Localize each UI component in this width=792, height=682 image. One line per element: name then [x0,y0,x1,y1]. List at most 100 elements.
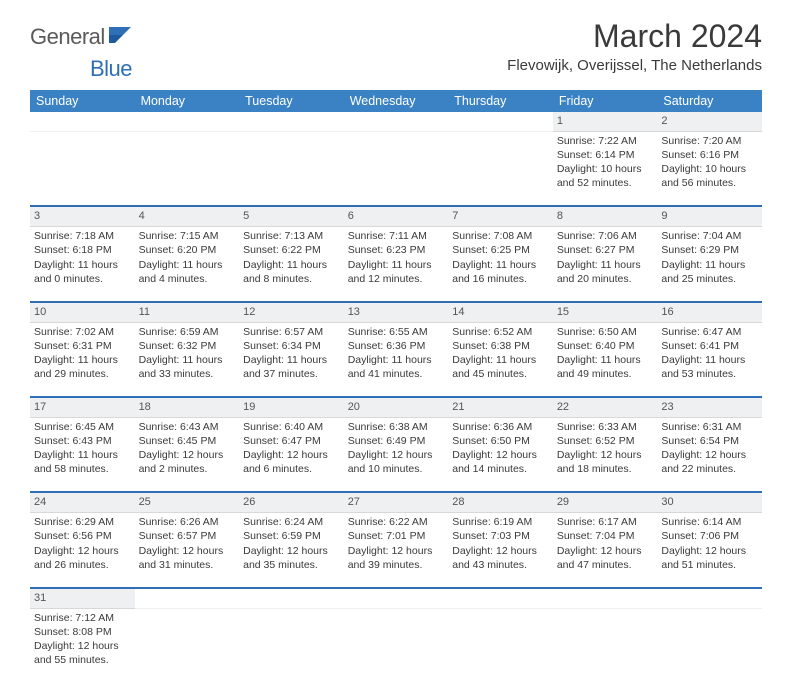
day-number: 16 [657,302,762,322]
sunrise-line: Sunrise: 7:18 AM [34,229,131,243]
daylight-line: Daylight: 11 hours and 16 minutes. [452,258,549,286]
daylight-line: Daylight: 11 hours and 37 minutes. [243,353,340,381]
sunrise-line: Sunrise: 7:15 AM [139,229,236,243]
sunset-line: Sunset: 6:54 PM [661,434,758,448]
day-cell: Sunrise: 6:47 AMSunset: 6:41 PMDaylight:… [657,322,762,396]
sunset-line: Sunset: 6:56 PM [34,529,131,543]
day-number: 17 [30,397,135,417]
sunset-line: Sunset: 6:49 PM [348,434,445,448]
day-cell: Sunrise: 6:40 AMSunset: 6:47 PMDaylight:… [239,417,344,491]
sunrise-line: Sunrise: 7:08 AM [452,229,549,243]
sunrise-line: Sunrise: 7:13 AM [243,229,340,243]
sunrise-line: Sunrise: 7:20 AM [661,134,758,148]
day-number [239,588,344,608]
week-row: Sunrise: 7:18 AMSunset: 6:18 PM Daylight:… [30,227,762,301]
day-cell: Sunrise: 7:22 AMSunset: 6:14 PMDaylight:… [553,131,658,205]
sunset-line: Sunset: 6:40 PM [557,339,654,353]
day-header: Thursday [448,90,553,112]
sunset-line: Sunset: 6:36 PM [348,339,445,353]
day-header: Wednesday [344,90,449,112]
day-cell: Sunrise: 6:59 AMSunset: 6:32 PMDaylight:… [135,322,240,396]
day-cell: Sunrise: 6:55 AMSunset: 6:36 PMDaylight:… [344,322,449,396]
day-cell: Sunrise: 7:20 AMSunset: 6:16 PMDaylight:… [657,131,762,205]
sunrise-line: Sunrise: 6:19 AM [452,515,549,529]
daylight-line: Daylight: 11 hours and 58 minutes. [34,448,131,476]
sunrise-line: Sunrise: 7:04 AM [661,229,758,243]
day-cell [239,131,344,205]
sunrise-line: Sunrise: 6:45 AM [34,420,131,434]
sunrise-line: Sunrise: 6:57 AM [243,325,340,339]
sunrise-line: Sunrise: 6:17 AM [557,515,654,529]
day-number: 10 [30,302,135,322]
week-row: Sunrise: 7:22 AMSunset: 6:14 PMDaylight:… [30,131,762,205]
daylight-line: Daylight: 12 hours and 2 minutes. [139,448,236,476]
day-cell: Sunrise: 6:29 AMSunset: 6:56 PMDaylight:… [30,513,135,587]
sunrise-line: Sunrise: 6:29 AM [34,515,131,529]
sunrise-line: Sunrise: 7:12 AM [34,611,131,625]
brand-part2: Blue [90,56,132,82]
day-cell: Sunrise: 7:13 AMSunset: 6:22 PMDaylight:… [239,227,344,301]
sunset-line: Sunset: 6:29 PM [661,243,758,257]
sunset-line: Sunset: 6:25 PM [452,243,549,257]
sunset-line: Sunset: 6:47 PM [243,434,340,448]
sunset-line: Sunset: 6:59 PM [243,529,340,543]
sunset-line: Sunset: 6:18 PM [34,243,131,257]
day-number: 21 [448,397,553,417]
day-number: 7 [448,206,553,226]
day-number: 2 [657,112,762,131]
sunset-line: Sunset: 6:14 PM [557,148,654,162]
week-row: Sunrise: 6:29 AMSunset: 6:56 PMDaylight:… [30,513,762,587]
day-cell: Sunrise: 7:08 AMSunset: 6:25 PMDaylight:… [448,227,553,301]
day-number: 6 [344,206,449,226]
week-row: Sunrise: 6:45 AMSunset: 6:43 PMDaylight:… [30,417,762,491]
daynum-row: 3456789 [30,206,762,226]
day-cell: Sunrise: 6:17 AMSunset: 7:04 PMDaylight:… [553,513,658,587]
day-number: 4 [135,206,240,226]
sunrise-line: Sunrise: 6:31 AM [661,420,758,434]
day-header: Friday [553,90,658,112]
sunset-line: Sunset: 6:23 PM [348,243,445,257]
day-header-row: SundayMondayTuesdayWednesdayThursdayFrid… [30,90,762,112]
sunrise-line: Sunrise: 7:06 AM [557,229,654,243]
week-row: Sunrise: 7:12 AMSunset: 8:08 PMDaylight:… [30,608,762,682]
day-header: Monday [135,90,240,112]
month-title: March 2024 [507,18,762,55]
week-row: Sunrise: 7:02 AMSunset: 6:31 PMDaylight:… [30,322,762,396]
day-cell: Sunrise: 6:33 AMSunset: 6:52 PMDaylight:… [553,417,658,491]
day-header: Sunday [30,90,135,112]
sunset-line: Sunset: 6:57 PM [139,529,236,543]
daylight-line: Daylight: 11 hours and 12 minutes. [348,258,445,286]
day-cell [657,608,762,682]
day-cell [344,131,449,205]
day-number: 26 [239,492,344,512]
day-cell: Sunrise: 7:18 AMSunset: 6:18 PMDaylight:… [30,227,135,301]
day-number [344,112,449,131]
day-cell: Sunrise: 6:38 AMSunset: 6:49 PMDaylight:… [344,417,449,491]
day-cell [448,608,553,682]
day-number: 12 [239,302,344,322]
day-cell: Sunrise: 6:36 AMSunset: 6:50 PMDaylight:… [448,417,553,491]
day-number: 9 [657,206,762,226]
sunrise-line: Sunrise: 6:33 AM [557,420,654,434]
calendar-table: SundayMondayTuesdayWednesdayThursdayFrid… [30,90,762,682]
day-number: 19 [239,397,344,417]
day-cell: Sunrise: 6:57 AMSunset: 6:34 PMDaylight:… [239,322,344,396]
day-cell [239,608,344,682]
day-number [135,112,240,131]
daylight-line: Daylight: 12 hours and 55 minutes. [34,639,131,667]
sunset-line: Sunset: 6:20 PM [139,243,236,257]
brand-part1: General [30,24,105,50]
daylight-line: Daylight: 10 hours and 56 minutes. [661,162,758,190]
day-cell: Sunrise: 6:22 AMSunset: 7:01 PMDaylight:… [344,513,449,587]
daylight-line: Daylight: 10 hours and 52 minutes. [557,162,654,190]
day-cell: Sunrise: 7:12 AMSunset: 8:08 PMDaylight:… [30,608,135,682]
sunrise-line: Sunrise: 6:55 AM [348,325,445,339]
sunrise-line: Sunrise: 6:50 AM [557,325,654,339]
sunset-line: Sunset: 6:22 PM [243,243,340,257]
sunrise-line: Sunrise: 6:22 AM [348,515,445,529]
location: Flevowijk, Overijssel, The Netherlands [507,57,762,74]
daynum-row: 17181920212223 [30,397,762,417]
day-cell: Sunrise: 6:31 AMSunset: 6:54 PMDaylight:… [657,417,762,491]
day-cell: Sunrise: 6:52 AMSunset: 6:38 PMDaylight:… [448,322,553,396]
day-number [239,112,344,131]
